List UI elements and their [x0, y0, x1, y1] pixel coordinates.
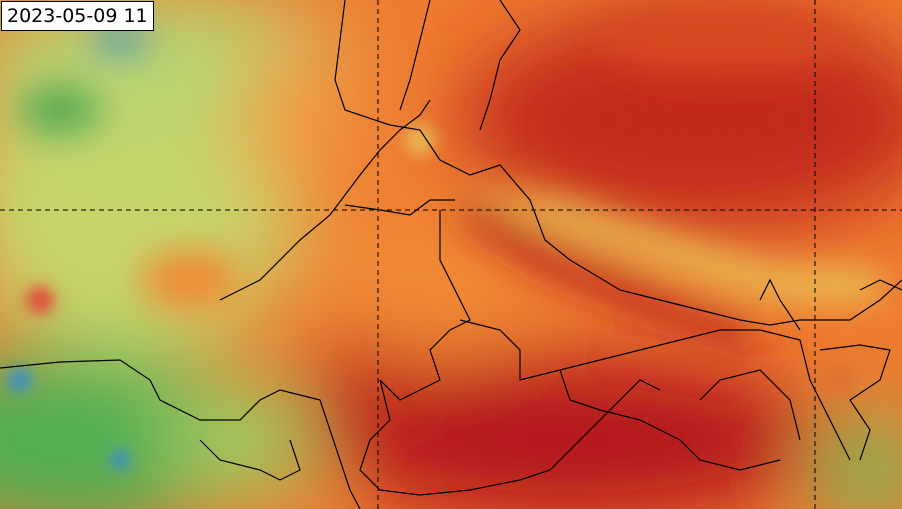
field-spots: [8, 124, 854, 470]
timestamp-label: 2023-05-09 11: [1, 1, 154, 31]
field-detail: [20, 10, 880, 345]
